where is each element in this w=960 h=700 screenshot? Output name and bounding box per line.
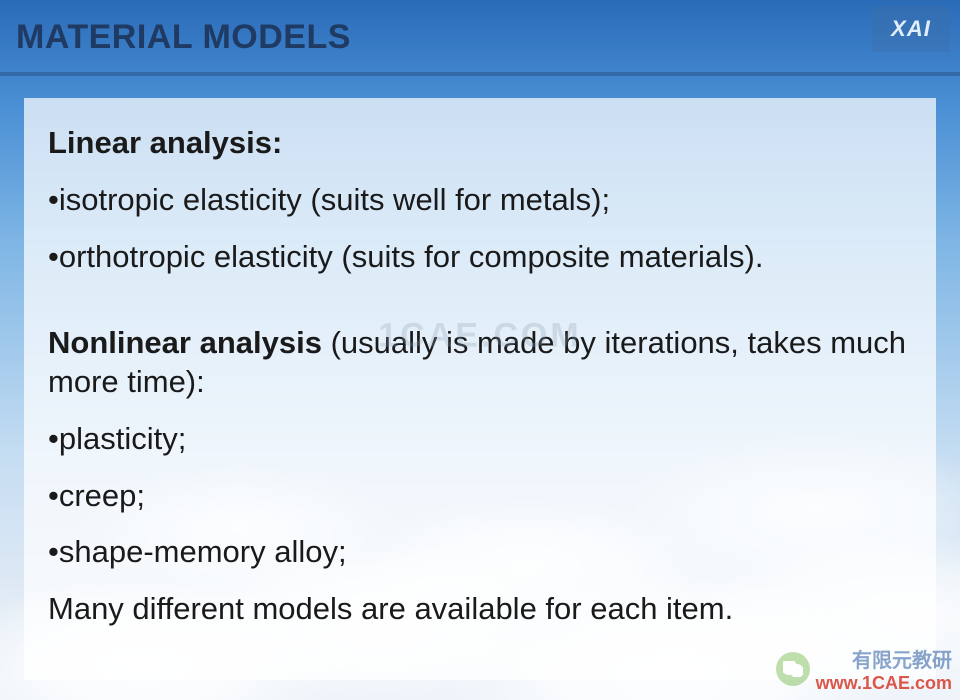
nonlinear-heading-line: Nonlinear analysis (usually is made by i… (48, 324, 912, 402)
logo-text: XAI (891, 16, 931, 42)
nonlinear-footer: Many different models are available for … (48, 590, 912, 629)
slide-title: MATERIAL MODELS (16, 18, 960, 57)
title-underline (0, 72, 960, 76)
wechat-icon (776, 652, 810, 686)
nonlinear-item-2: •creep; (48, 477, 912, 516)
presentation-slide: MATERIAL MODELS XAI Linear analysis: •is… (0, 0, 960, 700)
linear-item-1: •isotropic elasticity (suits well for me… (48, 181, 912, 220)
corner-logo: XAI (872, 6, 950, 52)
title-bar: MATERIAL MODELS XAI (0, 0, 960, 76)
nonlinear-heading: Nonlinear analysis (48, 325, 322, 360)
content-box: Linear analysis: •isotropic elasticity (… (24, 98, 936, 680)
linear-item-2: •orthotropic elasticity (suits for compo… (48, 238, 912, 277)
nonlinear-item-3: •shape-memory alloy; (48, 533, 912, 572)
linear-heading: Linear analysis: (48, 124, 912, 163)
section-gap (48, 294, 912, 324)
nonlinear-item-1: •plasticity; (48, 420, 912, 459)
